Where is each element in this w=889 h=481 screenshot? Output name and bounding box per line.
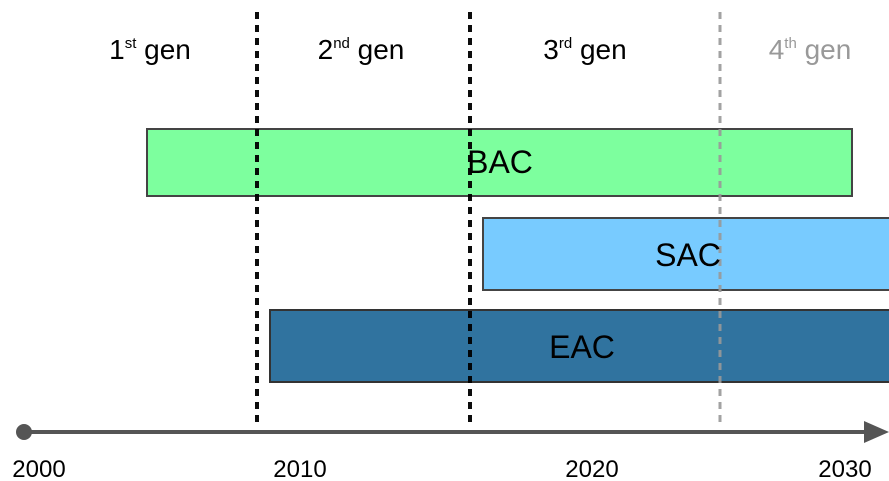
generation-label-2: 2nd gen [318, 34, 405, 65]
bar-label-bac: BAC [467, 144, 533, 180]
year-label-2000: 2000 [12, 456, 65, 481]
bar-label-sac: SAC [655, 237, 721, 273]
generation-label-4: 4th gen [769, 34, 852, 65]
dividers-layer [255, 12, 722, 428]
bar-labels-layer: BAC SAC EAC [467, 144, 721, 365]
generation-label-1: 1st gen [109, 34, 191, 65]
year-label-2030: 2030 [818, 456, 871, 481]
axis-start-dot [16, 424, 32, 440]
bar-sac [482, 217, 889, 291]
bar-bac [146, 128, 853, 197]
year-label-2010: 2010 [273, 456, 326, 481]
bar-label-eac: EAC [549, 329, 615, 365]
time-axis [16, 421, 889, 443]
year-labels-layer: 2000 2010 2020 2030 [12, 456, 871, 481]
generation-labels-layer: 1st gen 2nd gen 3rd gen 4th gen [109, 34, 851, 65]
generation-label-3: 3rd gen [543, 34, 626, 65]
bars-layer [146, 128, 889, 383]
axis-arrowhead [864, 421, 889, 443]
bar-eac [269, 309, 889, 383]
year-label-2020: 2020 [565, 456, 618, 481]
